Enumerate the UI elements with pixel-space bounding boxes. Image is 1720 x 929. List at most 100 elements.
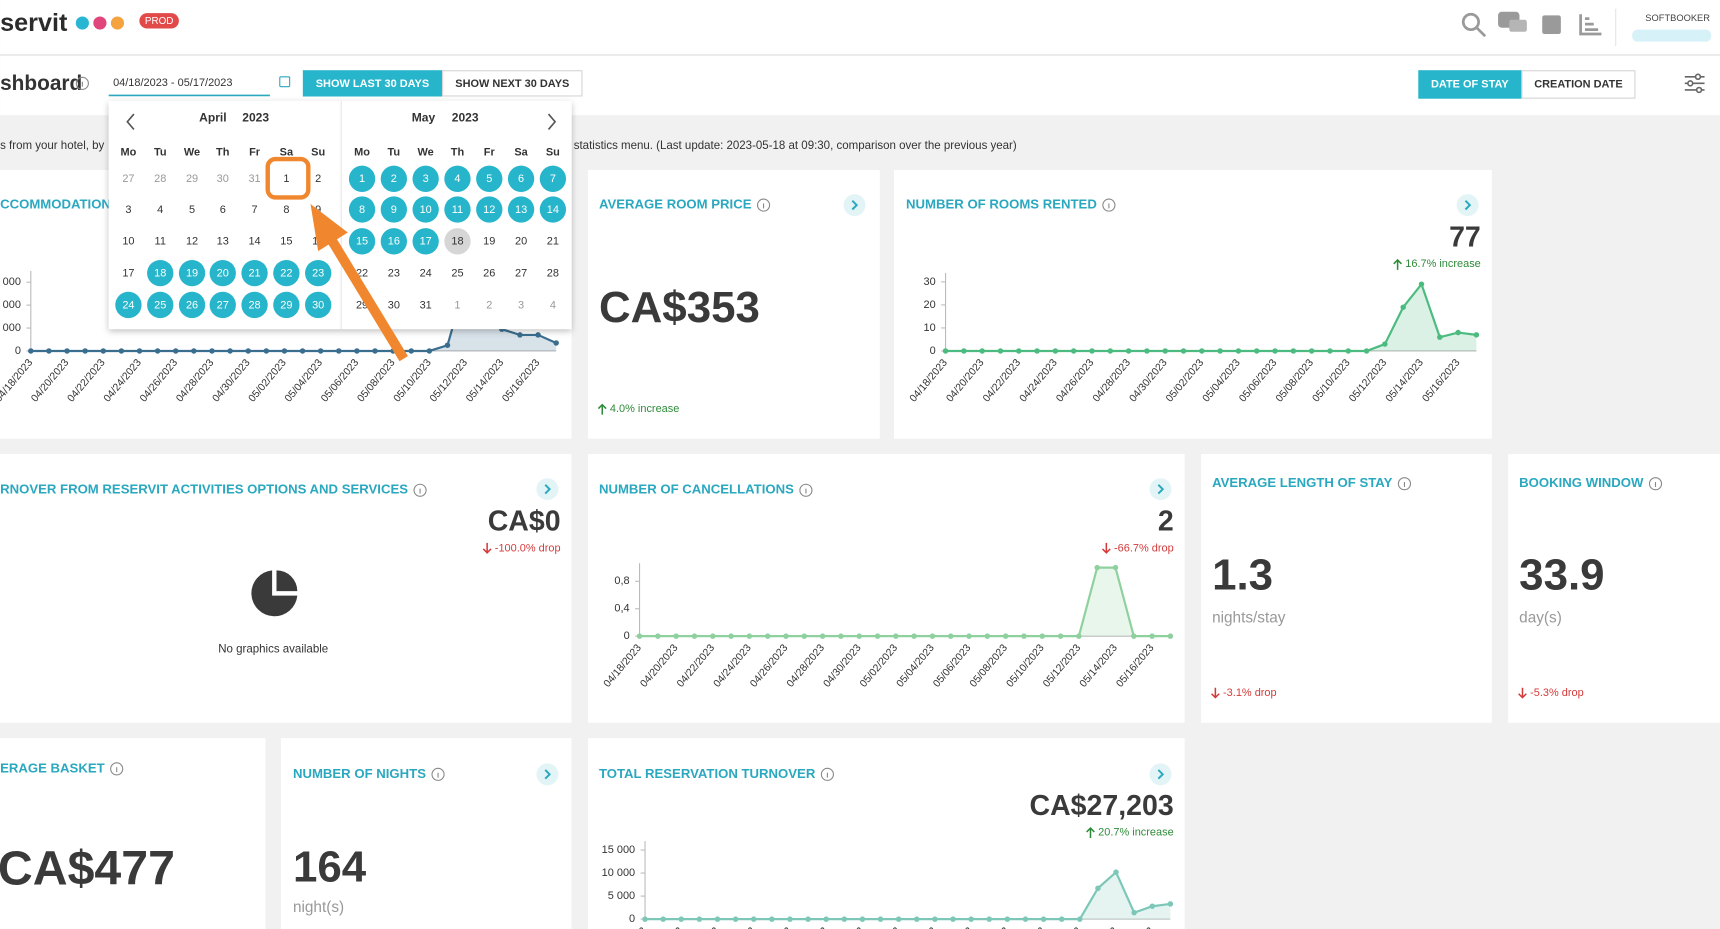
day[interactable]: 8 [359,204,365,216]
user-name[interactable]: SOFTBOOKER [1645,13,1710,23]
day[interactable]: 23 [388,268,400,280]
day[interactable]: 11 [155,236,166,248]
day[interactable]: 25 [154,299,166,311]
day[interactable]: 17 [420,236,432,248]
details-button[interactable] [1149,478,1172,501]
date-range-input[interactable]: 04/18/2023 - 05/17/2023 [113,77,232,89]
day[interactable]: 28 [154,173,166,185]
day[interactable]: 18 [154,268,166,280]
day[interactable]: 4 [550,299,556,311]
details-button[interactable] [1456,194,1479,217]
day[interactable]: 13 [515,204,527,216]
day[interactable]: 11 [452,204,463,216]
day[interactable]: 30 [388,299,400,311]
chart-icon[interactable] [1579,14,1602,36]
info-icon[interactable] [1102,198,1116,212]
day[interactable]: 31 [420,299,432,311]
day[interactable]: 24 [420,268,432,280]
day[interactable]: 24 [122,299,134,311]
day[interactable]: 25 [451,268,463,280]
day[interactable]: 30 [217,173,229,185]
day[interactable]: 26 [483,268,495,280]
day[interactable]: 4 [157,204,163,216]
day[interactable]: 6 [220,204,226,216]
next-month[interactable] [547,113,557,130]
day[interactable]: 31 [248,173,260,185]
info-icon[interactable] [75,76,89,90]
info-icon[interactable] [756,198,771,212]
day[interactable]: 29 [186,173,198,185]
info-icon[interactable] [820,767,834,781]
day[interactable]: 17 [122,268,134,280]
day[interactable]: 23 [312,268,324,280]
day[interactable]: 1 [283,173,289,185]
calendar-icon[interactable] [1542,15,1561,35]
day[interactable]: 8 [283,204,289,216]
info-icon[interactable] [799,483,813,497]
prev-month[interactable] [126,113,135,130]
day[interactable]: 9 [391,204,397,216]
day[interactable]: 27 [217,299,229,311]
day[interactable]: 1 [454,299,460,311]
date-of-stay-button[interactable] [1418,70,1522,99]
info-icon[interactable] [1397,477,1412,491]
date-picker-icon[interactable] [279,76,291,88]
day[interactable]: 10 [122,236,134,248]
creation-date-label[interactable]: CREATION DATE [1534,78,1622,90]
day[interactable]: 22 [280,268,292,280]
day[interactable]: 27 [122,173,134,185]
day[interactable]: 18 [451,236,463,248]
search-icon[interactable] [1461,12,1480,31]
creation-date-button[interactable] [1521,70,1636,99]
day[interactable]: 2 [391,173,397,185]
day[interactable]: 21 [248,268,260,280]
day[interactable]: 5 [189,204,195,216]
day[interactable]: 14 [547,204,559,216]
day[interactable]: 19 [186,268,198,280]
day[interactable]: 15 [356,236,368,248]
day[interactable]: 28 [248,299,260,311]
filter-icon[interactable] [1684,73,1705,94]
day[interactable]: 15 [280,236,292,248]
details-button[interactable] [1149,763,1172,786]
day[interactable]: 3 [125,204,131,216]
day[interactable]: 30 [312,299,324,311]
day[interactable]: 3 [518,299,524,311]
logo[interactable]: servit [0,9,68,37]
day[interactable]: 14 [248,236,260,248]
info-icon[interactable] [413,483,427,497]
day[interactable]: 26 [186,299,198,311]
show-last-button[interactable] [302,70,443,97]
day[interactable]: 28 [547,268,559,280]
day[interactable]: 12 [483,204,495,216]
day[interactable]: 10 [420,204,432,216]
show-last-label[interactable]: SHOW LAST 30 DAYS [316,78,429,90]
details-button[interactable] [843,194,866,217]
day[interactable]: 2 [486,299,492,311]
day[interactable]: 7 [550,173,556,185]
details-button[interactable] [536,763,559,786]
day[interactable]: 20 [217,268,229,280]
day[interactable]: 4 [454,173,460,185]
day[interactable]: 20 [515,236,527,248]
show-next-button[interactable] [442,70,583,97]
details-button[interactable] [536,478,559,501]
day[interactable]: 7 [252,204,258,216]
day[interactable]: 3 [423,173,429,185]
day[interactable]: 12 [186,236,198,248]
day[interactable]: 13 [217,236,229,248]
day[interactable]: 29 [280,299,292,311]
day[interactable]: 6 [518,173,524,185]
info-icon[interactable] [110,762,124,776]
day[interactable]: 19 [483,236,495,248]
day[interactable]: 16 [388,236,400,248]
day[interactable]: 2 [315,173,321,185]
day[interactable]: 5 [486,173,492,185]
info-icon[interactable] [431,767,445,781]
date-of-stay-label[interactable]: DATE OF STAY [1431,78,1509,90]
info-icon[interactable] [1648,477,1663,491]
day[interactable]: 1 [359,173,365,185]
day[interactable]: 27 [515,268,527,280]
show-next-label[interactable]: SHOW NEXT 30 DAYS [455,78,569,90]
day[interactable]: 21 [547,236,559,248]
